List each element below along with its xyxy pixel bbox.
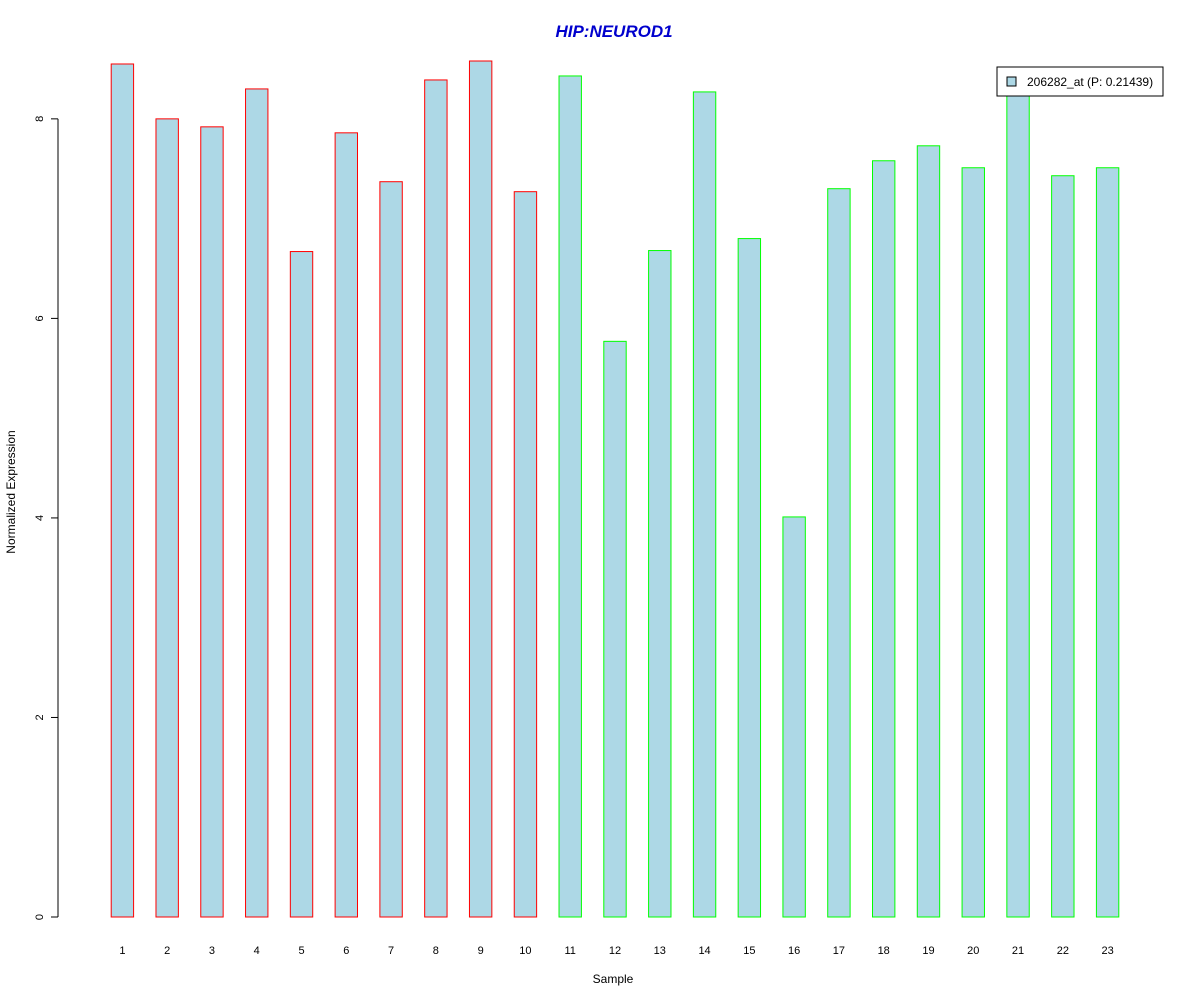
bar-sample-6	[334, 132, 358, 918]
y-tick-label: 8	[34, 116, 46, 122]
x-tick-label: 7	[388, 945, 394, 957]
bar-sample-13	[648, 250, 672, 918]
bar-sample-8	[424, 79, 448, 918]
x-tick-label: 1	[119, 945, 125, 957]
x-tick-label: 22	[1057, 945, 1069, 957]
x-tick-label: 10	[519, 945, 531, 957]
bar-sample-18	[872, 160, 896, 918]
x-tick-label: 12	[609, 945, 621, 957]
bar-sample-20	[961, 167, 985, 918]
x-tick-label: 13	[654, 945, 666, 957]
bar-sample-2	[155, 118, 179, 918]
legend-swatch	[1006, 76, 1017, 87]
x-tick-label: 21	[1012, 945, 1024, 957]
x-tick-label: 11	[565, 945, 576, 957]
bar-sample-22	[1051, 175, 1075, 918]
bar-sample-1	[110, 63, 135, 918]
bar-sample-3	[200, 126, 224, 918]
x-tick-labels: 1 2 3 4 5 6 7 8 9 10 11 12 13 14 15 16 17 18 19 20 21 22 23	[119, 945, 1113, 957]
y-tick-label: 0	[34, 914, 46, 920]
y-axis-label: Normalized Expression	[4, 430, 18, 553]
bar-sample-15	[737, 238, 762, 918]
legend: 206282_at (P: 0.21439)	[996, 66, 1164, 97]
bar-sample-16	[782, 516, 806, 918]
bar-sample-12	[603, 340, 627, 918]
y-tick-label: 6	[34, 315, 46, 321]
x-tick-label: 6	[343, 945, 349, 957]
bar-sample-10	[513, 191, 538, 918]
x-tick-label: 4	[254, 945, 260, 957]
x-tick-label: 17	[833, 945, 845, 957]
bar-sample-4	[245, 88, 269, 918]
x-axis-label: Sample	[593, 972, 634, 986]
x-tick-label: 16	[788, 945, 800, 957]
x-tick-label: 3	[209, 945, 215, 957]
chart-title: HIP:NEUROD1	[555, 22, 672, 41]
x-tick-label: 14	[698, 945, 710, 957]
x-tick-label: 8	[433, 945, 439, 957]
bar-sample-23	[1095, 167, 1120, 918]
y-axis: 0 2 4 6 8	[34, 116, 59, 920]
bar-sample-5	[289, 251, 314, 918]
x-tick-label: 23	[1101, 945, 1113, 957]
x-tick-label: 5	[298, 945, 304, 957]
bar-sample-9	[468, 60, 493, 918]
bar-sample-14	[692, 91, 717, 918]
x-tick-label: 18	[878, 945, 890, 957]
bar-sample-17	[827, 188, 851, 918]
bar-sample-7	[379, 181, 403, 918]
y-tick-label: 2	[34, 714, 46, 720]
x-tick-label: 9	[478, 945, 484, 957]
y-tick-label: 4	[34, 515, 46, 521]
legend-label: 206282_at (P: 0.21439)	[1027, 75, 1153, 89]
bar-sample-21	[1006, 91, 1030, 918]
bars-group	[110, 60, 1120, 918]
x-tick-label: 20	[967, 945, 979, 957]
x-tick-label: 2	[164, 945, 170, 957]
legend-box	[996, 66, 1164, 97]
bar-sample-11	[558, 75, 582, 918]
x-tick-label: 15	[743, 945, 755, 957]
x-tick-label: 19	[922, 945, 934, 957]
bar-sample-19	[916, 145, 941, 918]
